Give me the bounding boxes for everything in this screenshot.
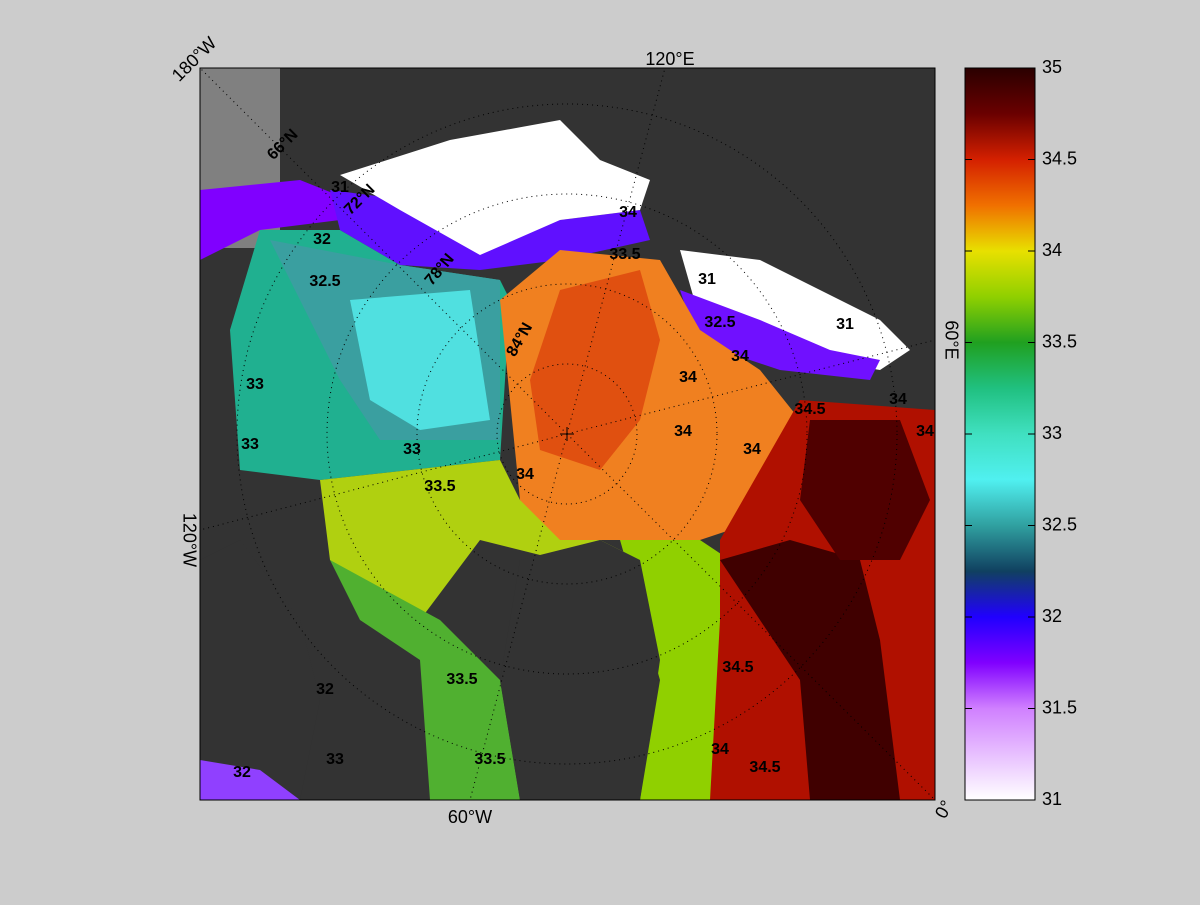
contour-label: 32 [313, 231, 331, 248]
ice [340, 120, 650, 255]
contour-label: 34 [679, 369, 697, 386]
graticule [200, 68, 935, 800]
greenland [500, 540, 660, 800]
ocean-purple [200, 760, 300, 800]
ocean-yellowgreen [320, 460, 640, 620]
colorbar-tick-label: 32.5 [1042, 514, 1077, 534]
contour-label: 34 [731, 348, 749, 365]
contour-label: 33.5 [446, 671, 477, 688]
colorbar-tick-label: 33 [1042, 423, 1062, 443]
contour-label: 34 [516, 466, 534, 483]
map [200, 68, 935, 800]
colorbar-tick-label: 35 [1042, 57, 1062, 77]
contour-label: 34 [674, 423, 692, 440]
ocean-orange-dark [530, 270, 660, 470]
colorbar-tick-label: 33.5 [1042, 331, 1077, 351]
ocean-purple [680, 290, 880, 380]
colorbar-tick-label: 31 [1042, 789, 1062, 809]
contour-label: 31 [836, 316, 854, 333]
colorbar-tick-label: 31.5 [1042, 697, 1077, 717]
contour-label: 34 [889, 391, 907, 408]
contour-label: 34 [711, 741, 729, 758]
colorbar-tick-label: 32 [1042, 606, 1062, 626]
contour-label: 34.5 [722, 659, 753, 676]
contour-label: 33 [326, 751, 344, 768]
contour-label: 34.5 [794, 401, 825, 418]
colorbar-tick-label: 34 [1042, 240, 1062, 260]
contour-label: 32 [233, 764, 251, 781]
contour-label: 33 [403, 441, 421, 458]
contour-label: 31 [698, 271, 716, 288]
contour-label: 31 [331, 179, 349, 196]
contour-label: 32 [316, 681, 334, 698]
contour-label: 33.5 [474, 751, 505, 768]
colorbar [964, 67, 1036, 801]
ocean-darkred [720, 540, 900, 800]
contour-label: 33 [241, 436, 259, 453]
land [200, 540, 320, 800]
contour-label: 33.5 [424, 478, 455, 495]
ocean-darkred [800, 420, 930, 560]
contour-label: 32.5 [704, 314, 735, 331]
colorbar-tick-label: 34.5 [1042, 148, 1077, 168]
ocean-green [300, 500, 520, 800]
map-frame [199, 67, 936, 801]
contour-label: 34 [916, 423, 934, 440]
ocean-cyan [350, 290, 490, 430]
ocean-fresh [200, 180, 350, 260]
contour-label: 34 [619, 204, 637, 221]
lon-label: 120°E [645, 49, 694, 69]
lon-label: 120°W [179, 513, 199, 567]
contour-label: 33 [246, 376, 264, 393]
contour-label: 32.5 [309, 273, 340, 290]
contour-label: 34.5 [749, 759, 780, 776]
lon-label: 60°E [941, 320, 961, 359]
contour-label: 34 [743, 441, 761, 458]
contour-label: 33.5 [609, 246, 640, 263]
ice [680, 250, 910, 370]
lon-label: 0° [931, 797, 957, 822]
lon-label: 60°W [448, 807, 492, 827]
